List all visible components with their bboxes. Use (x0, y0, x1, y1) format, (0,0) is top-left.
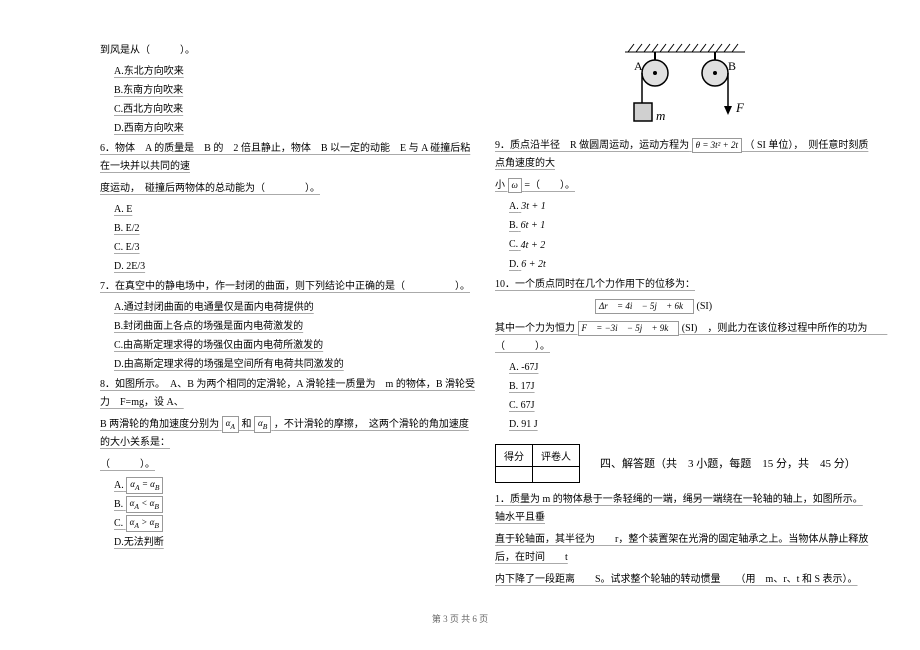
label-b: B (728, 59, 736, 73)
score-section: 得分 评卷人 四、解答题（共 3 小题，每题 15 分，共 45 分） (495, 444, 870, 483)
q10-si1: (SI) (697, 301, 713, 312)
q10-option-a: A. -67J (495, 358, 870, 377)
force-formula-icon: F⃗ = −3i⃗ − 5j⃗ + 9k⃗ (578, 321, 680, 336)
q5-option-d: D.西南方向吹来 (100, 119, 475, 138)
q9-option-a: A. 3t + 1 (495, 197, 870, 216)
pulley-svg-icon: A B m F (610, 40, 760, 135)
section-4-title: 四、解答题（共 3 小题，每题 15 分，共 45 分） (600, 455, 856, 471)
alpha-gt-icon: αA > αB (126, 515, 163, 532)
q9-d-label: D. (509, 259, 519, 270)
q5-stem: 到风是从（ ）。 (100, 40, 475, 62)
q5-option-c: C.西北方向吹来 (100, 100, 475, 119)
q10-option-b: B. 17J (495, 377, 870, 396)
alpha-eq-icon: αA = αB (126, 477, 163, 494)
alpha-a-icon: αA (222, 416, 239, 433)
q6-option-d: D. 2E/3 (100, 257, 475, 276)
dr-formula-icon: Δr⃗ = 4i⃗ − 5j⃗ + 6k⃗ (595, 299, 694, 314)
q9-c-math: 4t + 2 (521, 236, 546, 255)
q6-option-a: A. E (100, 200, 475, 219)
q6-stem-2: 度运动， 碰撞后两物体的总动能为（ ）。 (100, 178, 475, 200)
q6-option-c: C. E/3 (100, 238, 475, 257)
label-f: F (735, 100, 745, 115)
q9-stem-2: 小 ω =（ ）。 (495, 175, 870, 197)
p1-l1: 1．质量为 m 的物体悬于一条轻绳的一端，绳另一端绕在一轮轴的轴上，如图所示。轴… (495, 489, 870, 529)
score-table: 得分 评卷人 (495, 444, 580, 483)
q8-stem-1: 8．如图所示。 A、B 为两个相同的定滑轮，A 滑轮挂一质量为 m 的物体，B … (100, 374, 475, 414)
q10-stem: 10．一个质点同时在几个力作用下的位移为： (495, 274, 870, 296)
p1-l2: 直于轮轴面，其半径为 r，整个装置架在光滑的固定轴承之上。当物体从静止释放后，在… (495, 529, 870, 569)
q9-stem-1: 9．质点沿半径 R 做圆周运动，运动方程为 θ = 3t² + 2t （ SI … (495, 135, 870, 175)
q9-d-math: 6 + 2t (521, 255, 546, 274)
q7-option-a: A.通过封闭曲面的电通量仅是面内电荷提供的 (100, 298, 475, 317)
theta-formula-icon: θ = 3t² + 2t (692, 138, 742, 153)
q10-mid: 其中一个力为恒力 F⃗ = −3i⃗ − 5j⃗ + 9k⃗ (SI) ，则此力… (495, 318, 870, 358)
q9-option-b: B. 6t + 1 (495, 216, 870, 235)
q8-blank: （ ）。 (100, 454, 475, 476)
q7-option-c: C.由高斯定理求得的场强仅由面内电荷所激发的 (100, 336, 475, 355)
q5-option-a: A.东北方向吹来 (100, 62, 475, 81)
pulley-diagram: A B m F (610, 40, 760, 135)
page: 到风是从（ ）。 A.东北方向吹来 B.东南方向吹来 C.西北方向吹来 D.西南… (0, 0, 920, 591)
q8-stem-2b: 和 (242, 419, 252, 430)
q9-b-label: B. (509, 220, 518, 231)
q10-option-d: D. 91 J (495, 415, 870, 434)
label-m: m (656, 108, 665, 123)
q8-option-c: C. αA > αB (100, 514, 475, 533)
q8-b-label: B. (114, 499, 123, 510)
score-h2: 评卷人 (533, 444, 580, 466)
q9-b-math: 6t + 1 (521, 216, 546, 235)
q6-option-b: B. E/2 (100, 219, 475, 238)
q10-dr: Δr⃗ = 4i⃗ − 5j⃗ + 6k⃗ (SI) (495, 296, 870, 318)
q8-option-a: A. αA = αB (100, 476, 475, 495)
q7-option-d: D.由高斯定理求得的场强是空间所有电荷共同激发的 (100, 355, 475, 374)
q8-c-label: C. (114, 518, 123, 529)
q9-stem-1a: 9．质点沿半径 R 做圆周运动，运动方程为 (495, 140, 689, 151)
p1-l3: 内下降了一段距离 S。试求整个轮轴的转动惯量 （用 m、r、t 和 S 表示）。 (495, 569, 870, 591)
page-footer: 第 3 页 共 6 页 (0, 612, 920, 625)
q9-option-c: C. 4t + 2 (495, 235, 870, 254)
q10-option-c: C. 67J (495, 396, 870, 415)
q8-option-b: B. αA < αB (100, 495, 475, 514)
q10-mid-text: 其中一个力为恒力 (495, 323, 575, 334)
q9-a-label: A. (509, 201, 519, 212)
q5-option-b: B.东南方向吹来 (100, 81, 475, 100)
q7-option-b: B.封闭曲面上各点的场强是面内电荷激发的 (100, 317, 475, 336)
alpha-lt-icon: αA < αB (126, 496, 163, 513)
q8-a-label: A. (114, 480, 124, 491)
score-h1: 得分 (496, 444, 533, 466)
q9-eq: =（ ）。 (524, 180, 575, 191)
q9-a-math: 3t + 1 (521, 197, 546, 216)
q9-stem-2-text: 小 (495, 180, 505, 191)
q9-c-label: C. (509, 239, 518, 250)
q8-stem-2a: B 两滑轮的角加速度分别为 (100, 419, 219, 430)
q8-option-d: D.无法判断 (100, 533, 475, 552)
q8-stem-2: B 两滑轮的角加速度分别为 αA 和 αB ，不计滑轮的摩擦， 这两个滑轮的角加… (100, 414, 475, 454)
omega-icon: ω (508, 178, 522, 193)
label-a: A (634, 59, 643, 73)
q9-option-d: D. 6 + 2t (495, 255, 870, 274)
left-column: 到风是从（ ）。 A.东北方向吹来 B.东南方向吹来 C.西北方向吹来 D.西南… (100, 40, 475, 591)
q7-stem: 7．在真空中的静电场中，作一封闭的曲面，则下列结论中正确的是（ ）。 (100, 276, 475, 298)
q6-stem-1: 6．物体 A 的质量是 B 的 2 倍且静止，物体 B 以一定的动能 E 与 A… (100, 138, 475, 178)
alpha-b-icon: αB (254, 416, 271, 433)
